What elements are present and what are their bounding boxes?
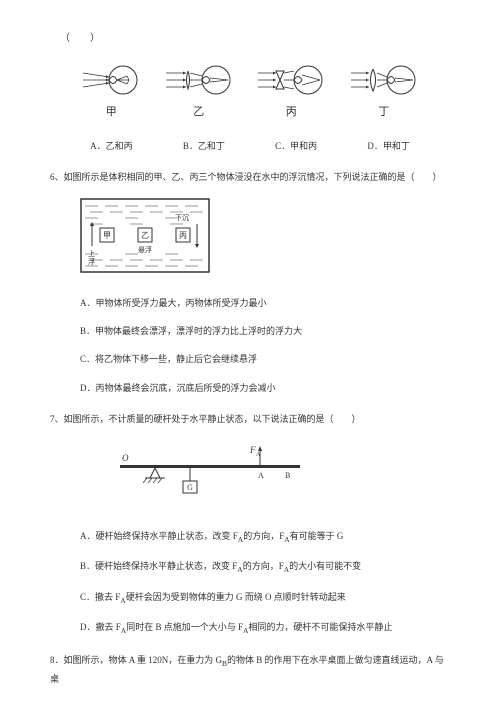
q6-option-c: C．将乙物体下移一些，静止后它会继续悬浮	[80, 351, 450, 367]
svg-text:甲: 甲	[103, 231, 111, 240]
svg-text:F: F	[249, 445, 256, 455]
q6-option-a: A．甲物体所受浮力最大，丙物体所受浮力最小	[80, 295, 450, 311]
svg-text:B: B	[285, 471, 290, 480]
q5-options: A．乙和丙 B．乙和丁 C．甲和丙 D．甲和丁	[50, 138, 450, 154]
eye-diagram-ding: 丁	[349, 63, 419, 123]
q6-option-b: B．甲物体最终会漂浮，漂浮时的浮力比上浮时的浮力大	[80, 323, 450, 339]
label-ding: 丁	[378, 103, 389, 123]
label-jia: 甲	[106, 103, 117, 123]
label-bing: 丙	[286, 103, 297, 123]
svg-text:悬浮: 悬浮	[138, 245, 152, 254]
svg-text:丙: 丙	[179, 231, 187, 240]
svg-text:浮: 浮	[88, 257, 95, 266]
q7-text: 7、如图所示，不计质量的硬杆处于水平静止状态，以下说法正确的是（ ）	[50, 411, 450, 428]
eye-diagram-yi: 乙	[164, 63, 234, 123]
svg-text:A: A	[258, 471, 264, 480]
svg-text:乙: 乙	[141, 231, 149, 240]
eye-diagram-jia: 甲	[81, 63, 141, 123]
q7-diagram: O G F A A B	[110, 443, 450, 510]
svg-text:G: G	[187, 483, 193, 492]
svg-text:O: O	[122, 453, 129, 463]
q8-text: 8．如图所示，物体 A 重 120N，在重力为 GB的物体 B 的作用下在水平桌…	[50, 652, 450, 688]
eye-diagram-bing: 丙	[256, 63, 326, 123]
svg-text:A: A	[256, 452, 261, 458]
q7-option-d: D．撤去 FA同时在 B 点施加一个大小与 FA相同的力，硬杆不可能保持水平静止	[80, 619, 450, 637]
q6-diagram: 甲 上 浮 乙 悬浮 丙 下沉	[80, 198, 450, 280]
label-yi: 乙	[193, 103, 204, 123]
svg-text:上: 上	[88, 249, 95, 258]
answer-bracket: （ ）	[50, 30, 450, 48]
svg-text:下沉: 下沉	[175, 214, 189, 222]
q7-option-c: C．撤去 FA硬杆会因为受到物体的重力 G 而绕 O 点顺时针转动起来	[80, 589, 450, 607]
q6-text: 6、如图所示是体积相同的甲、乙、丙三个物体浸没在水中的浮沉情况，下列说法正确的是…	[50, 169, 450, 186]
q5-option-b: B．乙和丁	[183, 138, 225, 154]
q7-option-b: B．硬杆始终保持水平静止状态，改变 FA的方向，FA的大小有可能不变	[80, 558, 450, 576]
q5-option-d: D．甲和丁	[367, 138, 410, 154]
q5-option-a: A．乙和丙	[90, 138, 133, 154]
q6-option-d: D．丙物体最终会沉底，沉底后所受的浮力会减小	[80, 380, 450, 396]
eye-diagrams-row: 甲 乙	[50, 63, 450, 123]
q7-option-a: A．硬杆始终保持水平静止状态，改变 FA的方向，FA有可能等于 G	[80, 528, 450, 546]
q5-option-c: C．甲和丙	[275, 138, 317, 154]
